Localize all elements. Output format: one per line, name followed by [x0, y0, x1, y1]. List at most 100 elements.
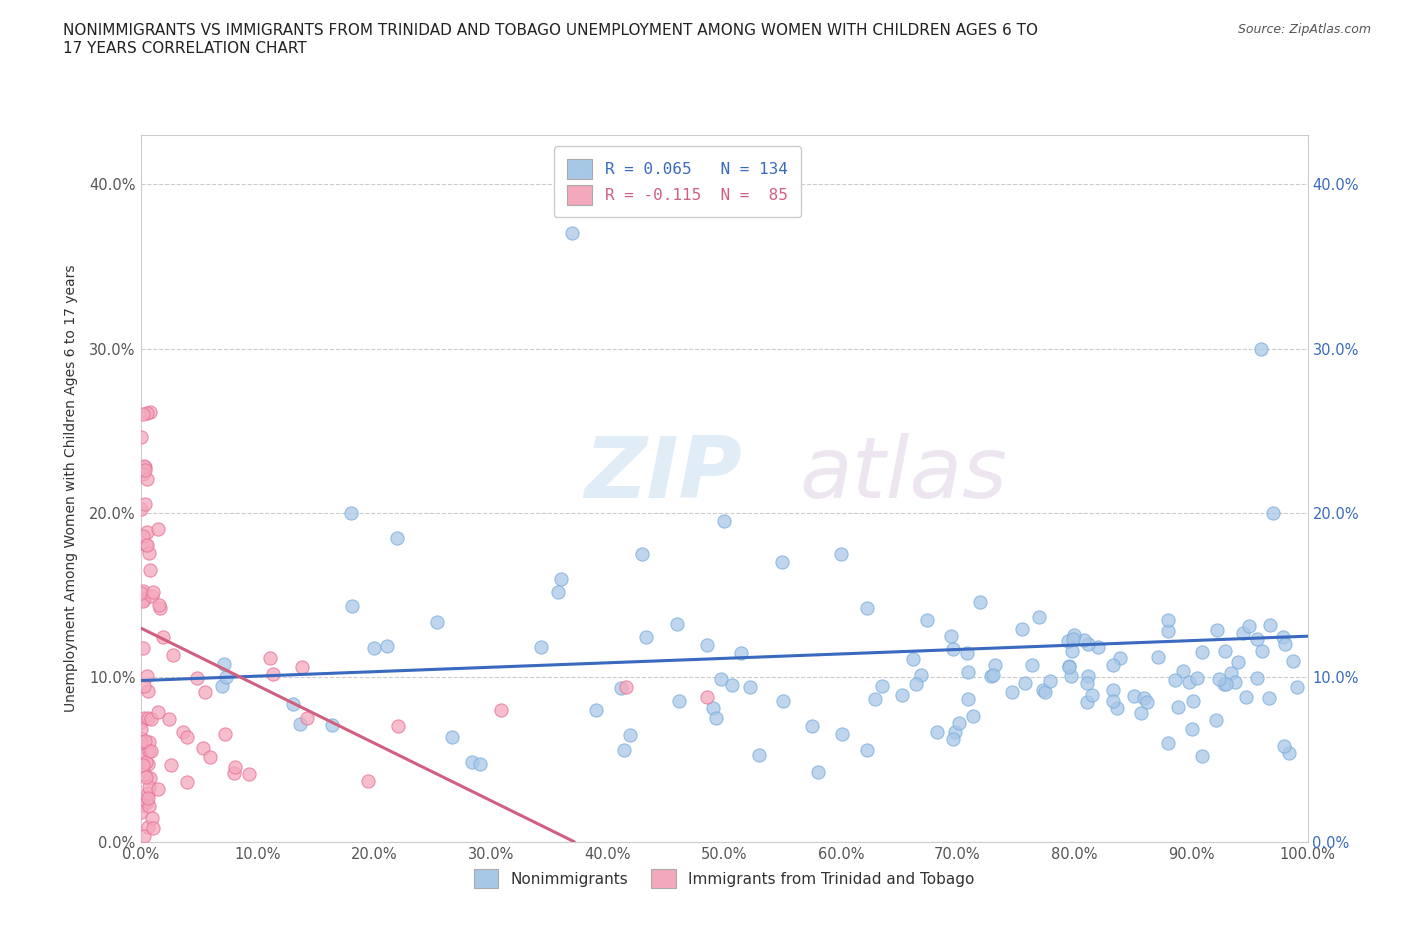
Point: [148, 601, 170, 616]
Point: [142, 585, 165, 600]
Point: [1250, 341, 1272, 356]
Point: [1226, 655, 1249, 670]
Point: [259, 650, 281, 665]
Point: [142, 820, 165, 835]
Point: [146, 704, 169, 719]
Point: [363, 641, 385, 656]
Point: [176, 775, 198, 790]
Point: [138, 735, 160, 750]
Point: [129, 748, 152, 763]
Point: [1057, 658, 1080, 673]
Point: [132, 591, 155, 606]
Point: [1178, 675, 1201, 690]
Point: [132, 584, 155, 599]
Point: [1060, 644, 1083, 658]
Point: [136, 669, 159, 684]
Point: [129, 731, 152, 746]
Point: [1215, 677, 1237, 692]
Point: [901, 652, 924, 667]
Point: [132, 406, 155, 421]
Point: [186, 671, 208, 685]
Point: [1122, 688, 1144, 703]
Point: [441, 729, 464, 744]
Point: [136, 790, 159, 805]
Point: [1185, 671, 1208, 685]
Point: [295, 711, 318, 725]
Point: [281, 697, 304, 711]
Point: [1001, 684, 1024, 699]
Point: [1081, 687, 1104, 702]
Point: [148, 597, 170, 612]
Point: [136, 819, 159, 834]
Point: [710, 671, 733, 686]
Point: [1033, 684, 1056, 699]
Y-axis label: Unemployment Among Women with Children Ages 6 to 17 years: Unemployment Among Women with Children A…: [65, 264, 77, 712]
Point: [129, 735, 152, 750]
Point: [1181, 721, 1204, 736]
Point: [830, 547, 852, 562]
Point: [1261, 506, 1284, 521]
Point: [1278, 746, 1301, 761]
Point: [1102, 658, 1125, 672]
Point: [132, 594, 155, 609]
Point: [942, 731, 965, 746]
Point: [530, 640, 553, 655]
Point: [1087, 640, 1109, 655]
Point: [1246, 631, 1268, 646]
Point: [1272, 739, 1295, 754]
Point: [152, 630, 174, 644]
Point: [176, 729, 198, 744]
Point: [138, 779, 160, 794]
Point: [212, 657, 235, 671]
Point: [214, 727, 236, 742]
Point: [135, 754, 157, 769]
Point: [136, 525, 159, 540]
Point: [730, 645, 752, 660]
Point: [136, 684, 159, 698]
Point: [157, 711, 180, 726]
Point: [136, 472, 159, 486]
Point: [131, 528, 153, 543]
Point: [738, 679, 761, 694]
Point: [461, 754, 484, 769]
Point: [1032, 683, 1054, 698]
Point: [134, 734, 156, 749]
Point: [132, 458, 155, 473]
Point: [321, 718, 343, 733]
Point: [1101, 694, 1123, 709]
Point: [342, 598, 364, 613]
Point: [1130, 705, 1153, 720]
Point: [1157, 613, 1180, 628]
Point: [1282, 654, 1305, 669]
Point: [561, 226, 583, 241]
Point: [613, 742, 636, 757]
Point: [910, 667, 932, 682]
Point: [132, 640, 155, 655]
Point: [135, 770, 157, 785]
Point: [136, 405, 159, 420]
Point: [1057, 659, 1080, 674]
Point: [748, 748, 770, 763]
Point: [831, 726, 853, 741]
Point: [339, 506, 361, 521]
Point: [807, 764, 830, 779]
Point: [1028, 610, 1050, 625]
Point: [238, 767, 260, 782]
Point: [1260, 618, 1282, 632]
Point: [957, 691, 980, 706]
Point: [631, 547, 654, 562]
Point: [1205, 712, 1227, 727]
Point: [139, 743, 162, 758]
Point: [1014, 675, 1036, 690]
Point: [721, 677, 744, 692]
Point: [129, 804, 152, 819]
Point: [288, 717, 311, 732]
Point: [132, 466, 155, 481]
Point: [224, 765, 246, 780]
Point: [713, 513, 735, 528]
Point: [1077, 669, 1099, 684]
Point: [704, 711, 727, 725]
Point: [135, 538, 157, 552]
Point: [1101, 683, 1123, 698]
Point: [969, 594, 991, 609]
